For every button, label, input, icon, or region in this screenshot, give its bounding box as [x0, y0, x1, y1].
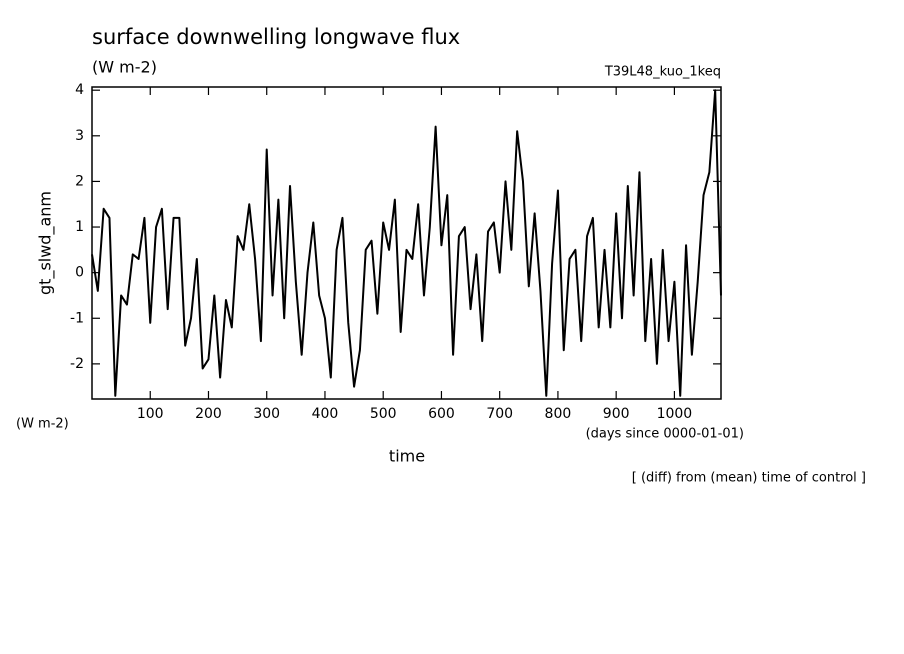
- y-tick-label: 3: [75, 128, 84, 144]
- data-line: [91, 89, 722, 397]
- x-tick-label: 400: [312, 406, 339, 422]
- x-tick-label: 200: [195, 406, 222, 422]
- note: [ (diff) from (mean) time of control ]: [632, 471, 866, 486]
- x-tick-label: 500: [370, 406, 397, 422]
- y-tick-label: 4: [75, 82, 84, 98]
- y-tick-label: -1: [70, 310, 84, 326]
- x-tick-label: 100: [137, 406, 164, 422]
- chart-subtitle: (W m-2): [92, 58, 157, 77]
- x-tick-label: 700: [486, 406, 513, 422]
- x-tick-label: 1000: [657, 406, 693, 422]
- x-tick-label: 300: [253, 406, 280, 422]
- x-axis-label: time: [389, 447, 425, 466]
- x-tick-label: 600: [428, 406, 455, 422]
- x-unit: (days since 0000-01-01): [586, 427, 744, 442]
- y-tick-label: 1: [75, 219, 84, 235]
- x-tick-label: 800: [545, 406, 572, 422]
- y-axis-label: gt_slwd_anm: [36, 191, 56, 295]
- chart-title: surface downwelling longwave flux: [92, 25, 460, 49]
- run-label: T39L48_kuo_1keq: [604, 65, 721, 80]
- y-tick-label: -2: [70, 356, 84, 372]
- y-tick-label: 0: [75, 265, 84, 281]
- y-unit: (W m-2): [16, 417, 69, 432]
- plot-frame: [91, 86, 722, 400]
- x-tick-label: 900: [603, 406, 630, 422]
- y-tick-label: 2: [75, 173, 84, 189]
